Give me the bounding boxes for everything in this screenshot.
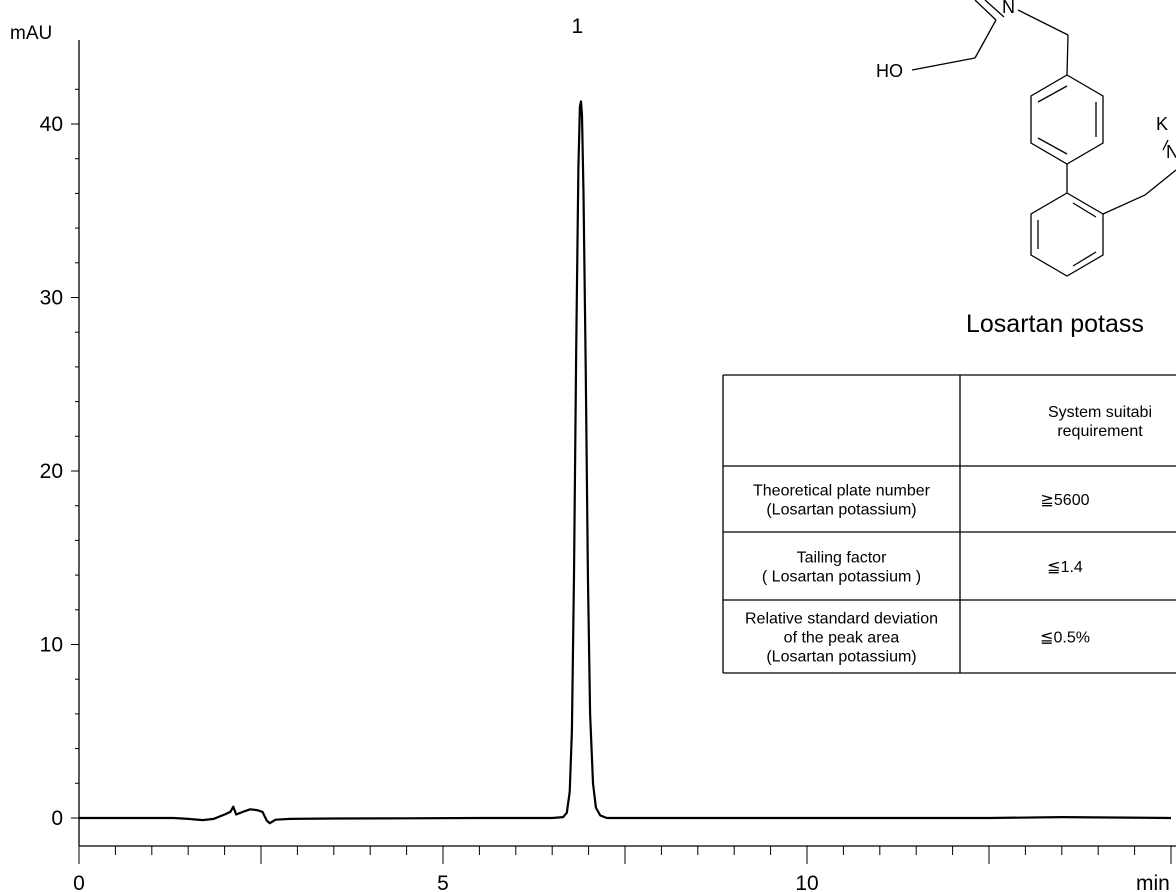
chart-labels: 0 10 20 30 40 0 5 10 mAU min 1 — [10, 15, 1170, 892]
series-layer — [79, 100, 1172, 825]
y-tick-label: 20 — [40, 460, 63, 483]
system-suitability-table: System suitabi requirement Theoretical pla… — [722, 374, 1176, 674]
chart-axes — [71, 40, 1176, 864]
y-tick-label: 40 — [40, 113, 63, 136]
x-axis-unit: min — [1136, 872, 1170, 892]
atom-label-n-top: N — [1002, 0, 1015, 17]
x-tick-label: 10 — [795, 872, 818, 892]
table-row-label: Tailing factor( Losartan potassium ) — [762, 550, 921, 586]
x-tick-label: 0 — [73, 872, 85, 892]
chromatogram-trace — [79, 100, 1172, 825]
molecule-structure — [911, 0, 1176, 277]
atom-label-ho: HO — [876, 61, 903, 81]
structure-caption: Losartan potass — [966, 310, 1144, 338]
peak-label: 1 — [571, 15, 583, 38]
y-tick-label: 0 — [51, 807, 63, 830]
table-row-value: ≦1.4 — [1047, 559, 1083, 576]
x-tick-label: 5 — [437, 872, 449, 892]
table-row-value: ≧5600 — [1041, 492, 1090, 509]
atom-label-n-right: N — [1166, 142, 1176, 162]
table-row-label: Theoretical plate number (Losartan potass… — [753, 483, 931, 519]
y-tick-label: 10 — [40, 634, 63, 657]
table-header-cell: System suitabi requirement — [1048, 404, 1152, 440]
y-tick-label: 30 — [40, 287, 63, 310]
atom-label-k: K — [1156, 114, 1168, 134]
y-axis-unit: mAU — [10, 23, 52, 44]
table-row-value: ≦0.5% — [1040, 630, 1090, 647]
table-row-label: Relative standard deviation of the peak a… — [745, 611, 938, 666]
